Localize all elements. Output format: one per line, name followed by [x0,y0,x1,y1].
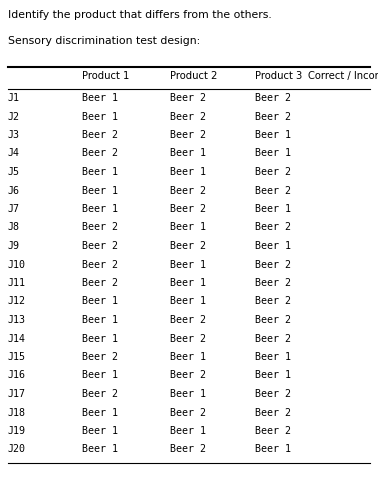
Text: Beer 2: Beer 2 [255,167,291,177]
Text: Beer 2: Beer 2 [82,351,118,361]
Text: J6: J6 [8,185,20,195]
Text: Beer 1: Beer 1 [82,185,118,195]
Text: Beer 2: Beer 2 [170,370,206,380]
Text: Beer 1: Beer 1 [255,351,291,361]
Text: Beer 2: Beer 2 [82,388,118,398]
Text: Beer 2: Beer 2 [255,93,291,103]
Text: Beer 1: Beer 1 [170,259,206,269]
Text: Beer 1: Beer 1 [82,425,118,435]
Text: Beer 2: Beer 2 [170,443,206,453]
Text: J5: J5 [8,167,20,177]
Text: Beer 1: Beer 1 [255,148,291,158]
Text: Beer 1: Beer 1 [170,148,206,158]
Text: Product 1: Product 1 [82,71,129,81]
Text: Beer 1: Beer 1 [255,130,291,140]
Text: Beer 2: Beer 2 [170,314,206,324]
Text: Product 2: Product 2 [170,71,217,81]
Text: Beer 1: Beer 1 [255,240,291,250]
Text: Beer 2: Beer 2 [82,240,118,250]
Text: Beer 2: Beer 2 [170,240,206,250]
Text: Beer 1: Beer 1 [170,167,206,177]
Text: Beer 2: Beer 2 [170,111,206,121]
Text: Sensory discrimination test design:: Sensory discrimination test design: [8,36,200,46]
Text: J15: J15 [8,351,26,361]
Text: Beer 2: Beer 2 [170,93,206,103]
Text: J9: J9 [8,240,20,250]
Text: Beer 2: Beer 2 [82,259,118,269]
Text: Beer 1: Beer 1 [82,370,118,380]
Text: J17: J17 [8,388,26,398]
Text: Beer 1: Beer 1 [82,111,118,121]
Text: J12: J12 [8,296,26,306]
Text: J3: J3 [8,130,20,140]
Text: Beer 2: Beer 2 [82,148,118,158]
Text: Beer 1: Beer 1 [82,203,118,213]
Text: Beer 1: Beer 1 [170,351,206,361]
Text: J1: J1 [8,93,20,103]
Text: Correct / Incorrect: Correct / Incorrect [308,71,378,81]
Text: Beer 2: Beer 2 [255,278,291,288]
Text: J4: J4 [8,148,20,158]
Text: J18: J18 [8,407,26,417]
Text: Beer 1: Beer 1 [255,203,291,213]
Text: J7: J7 [8,203,20,213]
Text: Beer 2: Beer 2 [255,259,291,269]
Text: Beer 2: Beer 2 [82,130,118,140]
Text: Beer 2: Beer 2 [170,333,206,343]
Text: Beer 2: Beer 2 [170,407,206,417]
Text: Beer 2: Beer 2 [255,314,291,324]
Text: J8: J8 [8,222,20,232]
Text: Beer 1: Beer 1 [82,167,118,177]
Text: Beer 1: Beer 1 [170,222,206,232]
Text: Beer 2: Beer 2 [255,388,291,398]
Text: J13: J13 [8,314,26,324]
Text: Beer 1: Beer 1 [82,407,118,417]
Text: Beer 1: Beer 1 [170,388,206,398]
Text: Beer 1: Beer 1 [255,443,291,453]
Text: Beer 1: Beer 1 [255,370,291,380]
Text: J14: J14 [8,333,26,343]
Text: Beer 1: Beer 1 [82,333,118,343]
Text: Beer 1: Beer 1 [170,278,206,288]
Text: Beer 2: Beer 2 [255,407,291,417]
Text: J10: J10 [8,259,26,269]
Text: Beer 2: Beer 2 [255,296,291,306]
Text: J16: J16 [8,370,26,380]
Text: Beer 2: Beer 2 [82,278,118,288]
Text: Identify the product that differs from the others.: Identify the product that differs from t… [8,10,272,20]
Text: J20: J20 [8,443,26,453]
Text: Beer 2: Beer 2 [170,130,206,140]
Text: Beer 1: Beer 1 [170,425,206,435]
Text: Beer 1: Beer 1 [170,296,206,306]
Text: Beer 1: Beer 1 [82,443,118,453]
Text: Beer 2: Beer 2 [255,185,291,195]
Text: Beer 1: Beer 1 [82,93,118,103]
Text: Beer 2: Beer 2 [82,222,118,232]
Text: Beer 2: Beer 2 [170,203,206,213]
Text: Beer 2: Beer 2 [255,111,291,121]
Text: J2: J2 [8,111,20,121]
Text: Beer 1: Beer 1 [82,314,118,324]
Text: J19: J19 [8,425,26,435]
Text: J11: J11 [8,278,26,288]
Text: Product 3: Product 3 [255,71,302,81]
Text: Beer 2: Beer 2 [170,185,206,195]
Text: Beer 2: Beer 2 [255,222,291,232]
Text: Beer 2: Beer 2 [255,333,291,343]
Text: Beer 2: Beer 2 [255,425,291,435]
Text: Beer 1: Beer 1 [82,296,118,306]
